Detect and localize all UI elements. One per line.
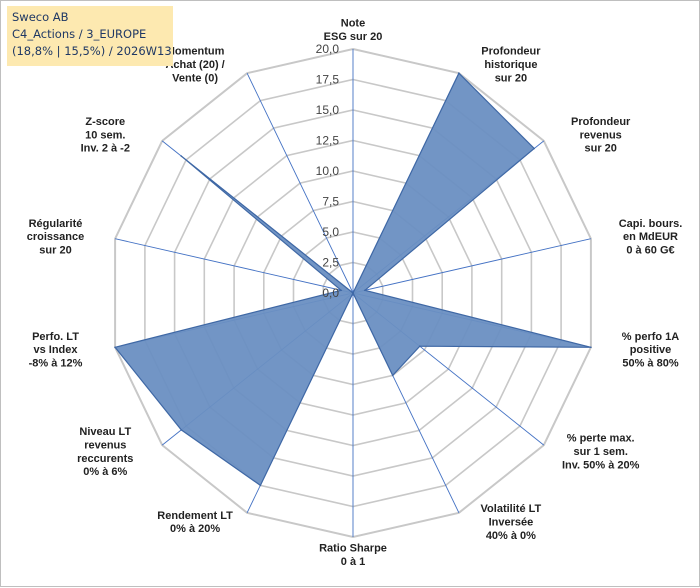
tick-label: 5,0	[322, 225, 339, 239]
title-line-company: Sweco AB	[12, 10, 69, 24]
axis-label-3: Capi. bours. en MdEUR 0 à 60 G€	[619, 218, 683, 257]
axis-spoke-3	[352, 238, 592, 294]
data-point-10	[114, 346, 116, 349]
data-point-8	[259, 484, 262, 487]
data-point-4	[590, 346, 592, 349]
data-point-11	[340, 289, 342, 292]
axis-label-7: Ratio Sharpe 0 à 1	[319, 542, 387, 567]
label-layer: Note ESG sur 20 Profondeur historique sur 20…	[27, 18, 683, 568]
area-layer	[114, 72, 592, 487]
tick-label: 15,0	[316, 103, 340, 117]
chart-title-box: Sweco AB C4_Actions / 3_EUROPE (18,8% | …	[7, 6, 173, 66]
tick-label: 17,5	[316, 73, 340, 87]
axis-label-10: Perfo. LT vs Index -8% à 12%	[29, 331, 83, 370]
tick-label: 12,5	[316, 134, 340, 148]
axis-label-13: Momentum Achat (20) / Vente (0)	[165, 46, 224, 85]
title-line-stats: (18,8% | 15,5%) / 2026W13	[12, 44, 172, 58]
axis-label-9: Niveau LT revenus reccurents 0% à 6%	[77, 426, 133, 478]
axis-label-1: Profondeur historique sur 20	[481, 46, 541, 85]
axis-label-4: % perfo 1A positive 50% à 80%	[622, 331, 680, 370]
tick-label: 7,5	[322, 195, 339, 209]
tick-layer: 0,0 2,5 5,0 7,5 10,0 12,5 15,0 17,5 20,0	[316, 42, 340, 300]
tick-label: 20,0	[316, 42, 340, 56]
data-point-13	[352, 292, 354, 294]
tick-label: 10,0	[316, 164, 340, 178]
data-point-6	[391, 374, 394, 377]
data-point-3	[364, 289, 366, 292]
data-point-2	[533, 147, 535, 150]
axis-label-5: % perte max. sur 1 sem. Inv. 50% à 20%	[562, 433, 640, 472]
axis-label-12: Z-score 10 sem. Inv. 2 à -2	[81, 116, 130, 155]
axis-label-2: Profondeur revenus sur 20	[571, 116, 631, 155]
data-point-5	[419, 345, 421, 348]
axis-spoke-13	[246, 73, 354, 294]
data-point-1	[458, 72, 460, 74]
axis-label-11: Régularité croissance sur 20	[27, 218, 84, 257]
title-line-category: C4_Actions / 3_EUROPE	[12, 27, 147, 41]
axis-label-0: Note ESG sur 20	[324, 18, 383, 43]
data-point-9	[180, 429, 183, 431]
data-area	[114, 72, 592, 487]
axis-spoke-11	[114, 238, 354, 294]
tick-label: 2,5	[322, 256, 339, 270]
axis-label-6: Volatilité LT Inversée 40% à 0%	[481, 503, 542, 542]
data-point-12	[180, 155, 183, 157]
tick-label: 0,0	[322, 286, 339, 300]
axis-label-8: Rendement LT 0% à 20%	[157, 510, 233, 535]
